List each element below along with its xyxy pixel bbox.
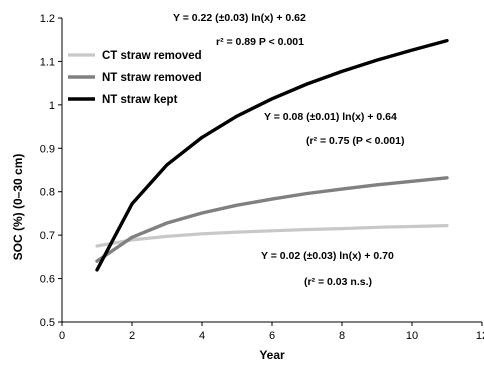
x-tick-label: 6 <box>269 330 275 342</box>
y-tick-label: 0.5 <box>40 317 55 329</box>
regression-equation-3: Y = 0.02 (±0.03) ln(x) + 0.70 <box>261 250 394 262</box>
y-tick-label: 0.8 <box>40 187 55 199</box>
y-tick-label: 1.1 <box>40 56 55 68</box>
legend: CT straw removed NT straw removed NT straw… <box>68 50 202 106</box>
series-line-2 <box>95 176 449 263</box>
y-tick-label: 0.9 <box>40 143 55 155</box>
x-tick-label: 4 <box>199 330 205 342</box>
y-tick-label: 1.2 <box>40 13 55 25</box>
axes: 0.5 0.6 0.7 0.8 0.9 1 1.1 1.2 0 2 4 6 8 10 12 <box>40 13 484 342</box>
x-tick-label: 2 <box>129 330 135 342</box>
legend-label-1: CT straw removed <box>102 50 202 62</box>
series-group <box>95 38 449 272</box>
regression-stats-3: (r² = 0.03 n.s.) <box>304 276 372 288</box>
y-tick-label: 0.7 <box>40 230 55 242</box>
legend-label-3: NT straw kept <box>102 94 178 106</box>
x-tick-label: 0 <box>59 330 65 342</box>
x-tick-label: 8 <box>339 330 345 342</box>
x-axis-title: Year <box>259 348 285 362</box>
regression-equation-1: Y = 0.22 (±0.03) ln(x) + 0.62 <box>173 12 306 24</box>
x-tick-label: 12 <box>476 330 484 342</box>
y-tick-label: 1 <box>49 100 55 112</box>
regression-equation-2: Y = 0.08 (±0.01) ln(x) + 0.64 <box>264 111 397 123</box>
legend-label-2: NT straw removed <box>102 72 202 84</box>
y-tick-label: 0.6 <box>40 274 55 286</box>
x-tick-label: 10 <box>406 330 418 342</box>
series-line-3 <box>95 38 449 272</box>
annotations: Y = 0.22 (±0.03) ln(x) + 0.62 r² = 0.89 P… <box>173 12 404 288</box>
regression-stats-2: (r² = 0.75 (P < 0.001) <box>306 135 404 147</box>
y-axis-title: SOC (%) (0–30 cm) <box>11 154 25 261</box>
series-line-1 <box>95 224 449 248</box>
regression-stats-1: r² = 0.89 P < 0.001 <box>216 36 304 48</box>
